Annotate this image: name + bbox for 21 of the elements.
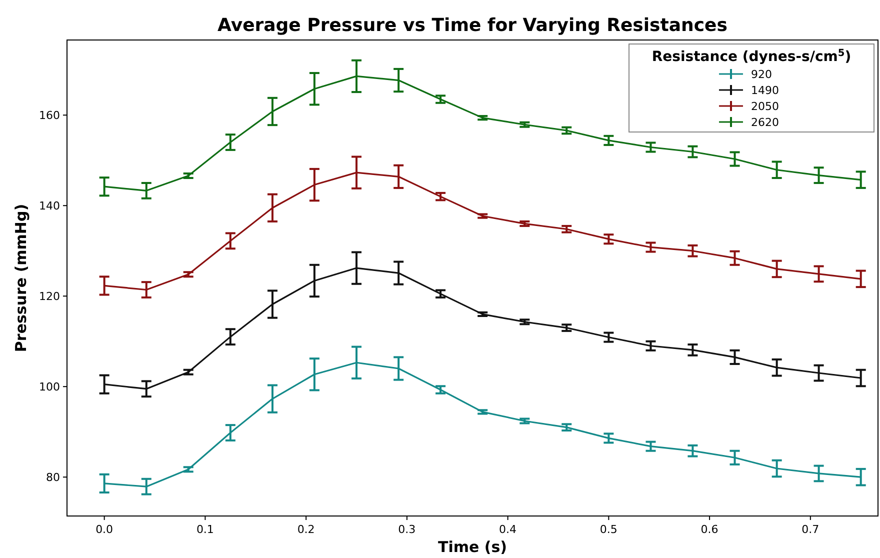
x-axis-title: Time (s): [438, 538, 508, 556]
x-tick-label: 0.3: [398, 523, 416, 536]
x-tick-label: 0.2: [297, 523, 315, 536]
legend-title: Resistance (dynes-s/cm$^{5}$): [652, 48, 852, 65]
legend-label: 920: [751, 68, 772, 81]
y-tick-label: 120: [39, 290, 60, 304]
legend-label: 1490: [751, 84, 779, 97]
y-tick-label: 160: [39, 109, 60, 122]
x-tick-label: 0.5: [600, 523, 618, 536]
legend-label: 2050: [751, 100, 779, 113]
chart-title: Average Pressure vs Time for Varying Resistances: [218, 15, 728, 36]
x-tick-label: 0.0: [96, 523, 114, 536]
x-tick-label: 0.1: [196, 523, 214, 536]
x-tick-label: 0.7: [802, 523, 820, 536]
y-tick-label: 140: [39, 200, 60, 213]
y-axis-title: Pressure (mmHg): [12, 204, 30, 352]
y-tick-label: 100: [39, 380, 60, 394]
x-tick-label: 0.6: [700, 523, 718, 536]
x-tick-label: 0.4: [499, 523, 517, 536]
legend-label: 2620: [751, 116, 779, 129]
y-tick-label: 80: [46, 471, 60, 484]
